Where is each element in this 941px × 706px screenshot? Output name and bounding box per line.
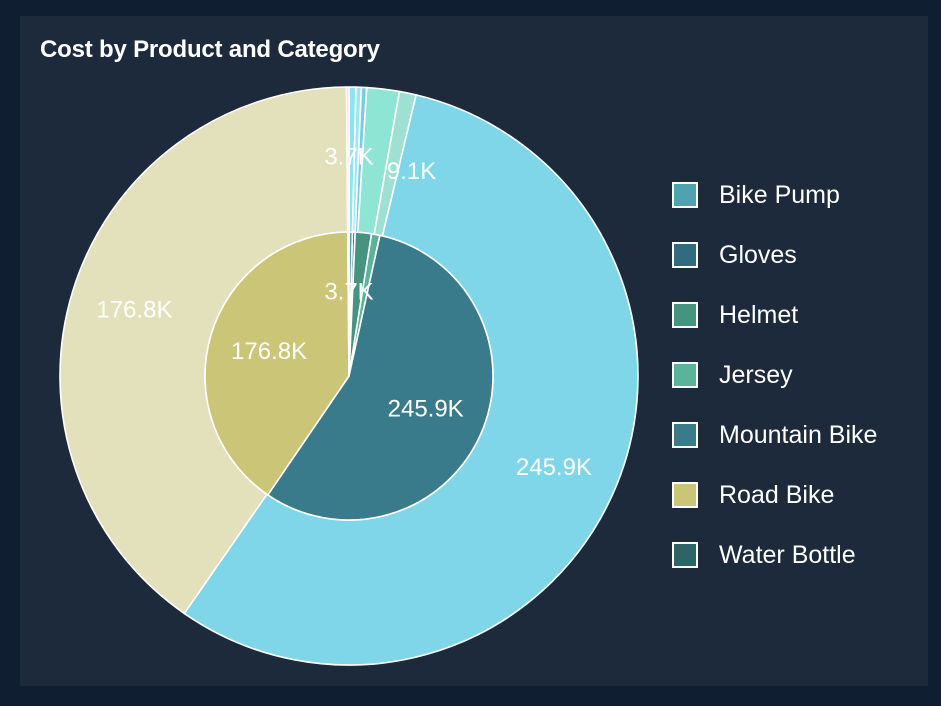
legend-label: Mountain Bike	[719, 420, 878, 449]
inner-slice-6[interactable]	[346, 231, 350, 377]
legend-label: Helmet	[719, 300, 799, 329]
inner-slice-4[interactable]	[267, 234, 494, 521]
inner-label-4: 245.9K	[388, 396, 464, 423]
chart-title: Cost by Product and Category	[40, 36, 380, 63]
outer-label-5: 245.9K	[516, 454, 592, 481]
legend-swatch	[672, 302, 698, 328]
legend-item[interactable]: Gloves	[672, 239, 797, 271]
inner-ring	[204, 231, 494, 521]
legend-swatch	[672, 482, 698, 508]
legend-label: Gloves	[719, 240, 797, 269]
legend-swatch	[672, 542, 698, 568]
legend-swatch	[672, 422, 698, 448]
legend-item[interactable]: Jersey	[672, 359, 793, 391]
legend-label: Jersey	[719, 360, 793, 389]
legend-item[interactable]: Bike Pump	[672, 179, 840, 211]
legend-item[interactable]: Road Bike	[672, 479, 834, 511]
legend-item[interactable]: Water Bottle	[672, 539, 856, 571]
outer-label-small-b: 9.1K	[387, 158, 436, 185]
inner-label-small: 3.7K	[324, 279, 373, 306]
outer-label-small-a: 3.7K	[324, 144, 373, 171]
legend-swatch	[672, 242, 698, 268]
legend-label: Road Bike	[719, 480, 835, 509]
slice-labels: 245.9K 176.8K 3.7K 9.1K 245.9K 176.8K 3.7K	[96, 144, 592, 482]
legend-label: Bike Pump	[719, 180, 840, 209]
legend-swatch	[672, 182, 698, 208]
inner-slice-5[interactable]	[204, 231, 350, 496]
legend-item[interactable]: Mountain Bike	[672, 419, 877, 451]
legend-swatch	[672, 362, 698, 388]
outer-label-6: 176.8K	[96, 296, 172, 323]
legend-item[interactable]: Helmet	[672, 299, 798, 331]
legend-label: Water Bottle	[719, 540, 856, 569]
inner-label-5: 176.8K	[231, 338, 307, 365]
